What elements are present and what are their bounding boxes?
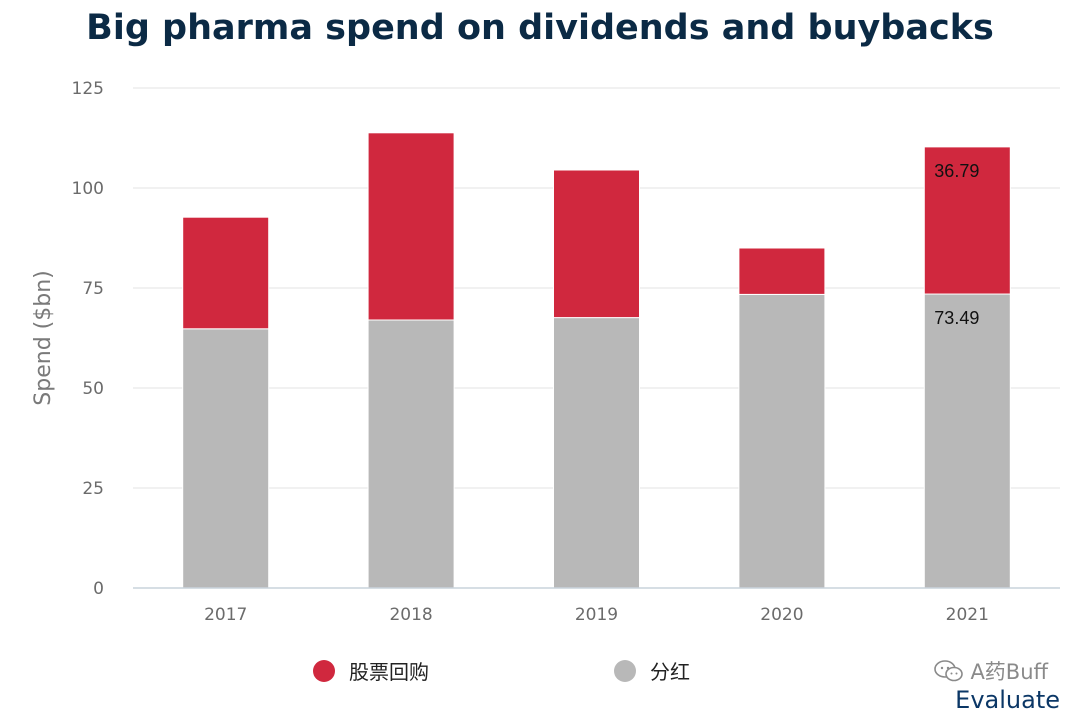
x-tick-label: 2021 xyxy=(946,605,989,625)
y-tick-label: 0 xyxy=(93,579,104,599)
bar-buybacks-2019[interactable] xyxy=(553,169,640,319)
bar-dividends-2019[interactable] xyxy=(553,317,640,589)
y-axis-ticks: 0 25 50 75 100 125 xyxy=(72,79,104,599)
y-tick-label: 125 xyxy=(72,79,104,99)
bar-dividends-2018[interactable] xyxy=(367,319,455,589)
y-tick-label: 25 xyxy=(82,479,104,499)
y-axis-label: Spend ($bn) xyxy=(31,270,56,405)
bars xyxy=(182,132,1011,589)
x-tick-label: 2018 xyxy=(389,605,432,625)
legend-label-buybacks: 股票回购 xyxy=(349,660,429,684)
bar-buybacks-2021[interactable] xyxy=(923,146,1011,295)
bar-dividends-2021[interactable] xyxy=(923,293,1011,589)
bar-dividends-2017[interactable] xyxy=(182,328,270,589)
bar-buybacks-2020[interactable] xyxy=(738,247,826,295)
y-tick-label: 50 xyxy=(82,379,104,399)
x-tick-label: 2020 xyxy=(760,605,803,625)
brand-logo-text: Evaluate xyxy=(955,686,1060,714)
legend-swatch-buybacks xyxy=(313,659,335,682)
legend-swatch-dividends xyxy=(614,659,636,682)
x-axis-ticks: 2017 2018 2019 2020 2021 xyxy=(204,605,989,625)
chart-title: Big pharma spend on dividends and buybac… xyxy=(86,8,994,48)
wechat-icon xyxy=(934,660,964,682)
bar-buybacks-2017[interactable] xyxy=(182,216,270,330)
data-label: 36.79 xyxy=(934,161,979,181)
data-label: 73.49 xyxy=(934,308,979,328)
watermark-text: A药Buff xyxy=(970,660,1048,684)
bar-buybacks-2018[interactable] xyxy=(367,132,455,321)
y-tick-label: 100 xyxy=(72,179,104,199)
y-tick-label: 75 xyxy=(82,279,104,299)
watermark: A药Buff xyxy=(934,656,1048,686)
legend-item-dividends[interactable]: 分红 xyxy=(614,656,690,685)
data-labels: 36.79 73.49 xyxy=(934,161,979,328)
bar-dividends-2020[interactable] xyxy=(738,293,826,589)
legend-item-buybacks[interactable]: 股票回购 xyxy=(313,656,429,685)
x-tick-label: 2019 xyxy=(575,605,618,625)
stacked-bar-chart: 0 25 50 75 100 125 2017 2018 2019 2020 2021 36.79… xyxy=(31,79,1060,625)
x-tick-label: 2017 xyxy=(204,605,247,625)
legend-label-dividends: 分红 xyxy=(650,660,690,684)
